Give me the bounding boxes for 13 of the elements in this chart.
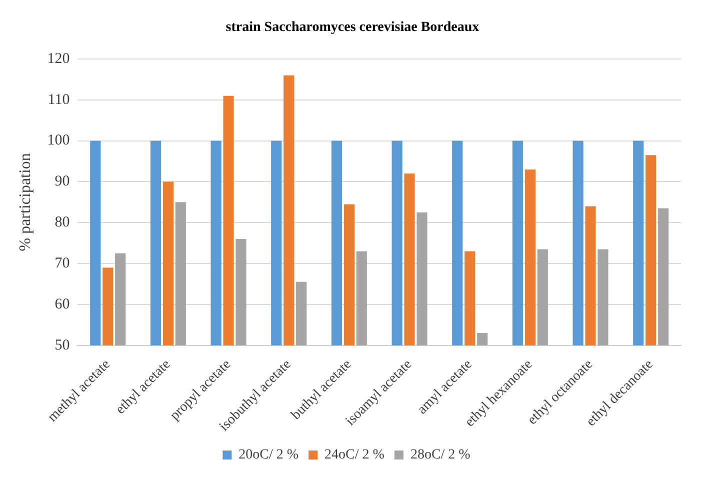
y-tick-label: 70	[54, 255, 70, 272]
legend-label: 20oC/ 2 %	[238, 448, 299, 463]
y-tick-label: 110	[48, 92, 70, 108]
legend-label: 28oC/ 2 %	[410, 448, 471, 463]
chart-title: strain Saccharomyces cerevisiae Bordeaux	[224, 19, 480, 37]
y-tick-label: 90	[54, 174, 70, 190]
legend-label: 24oC/ 2 %	[324, 448, 385, 463]
y-tick-label: 60	[54, 296, 70, 312]
y-tick-label: 120	[47, 50, 70, 67]
y-tick-label: 50	[54, 337, 70, 354]
y-axis-title: % participation	[16, 153, 34, 252]
y-tick-label: 80	[54, 214, 70, 231]
y-tick-label: 100	[47, 132, 70, 149]
